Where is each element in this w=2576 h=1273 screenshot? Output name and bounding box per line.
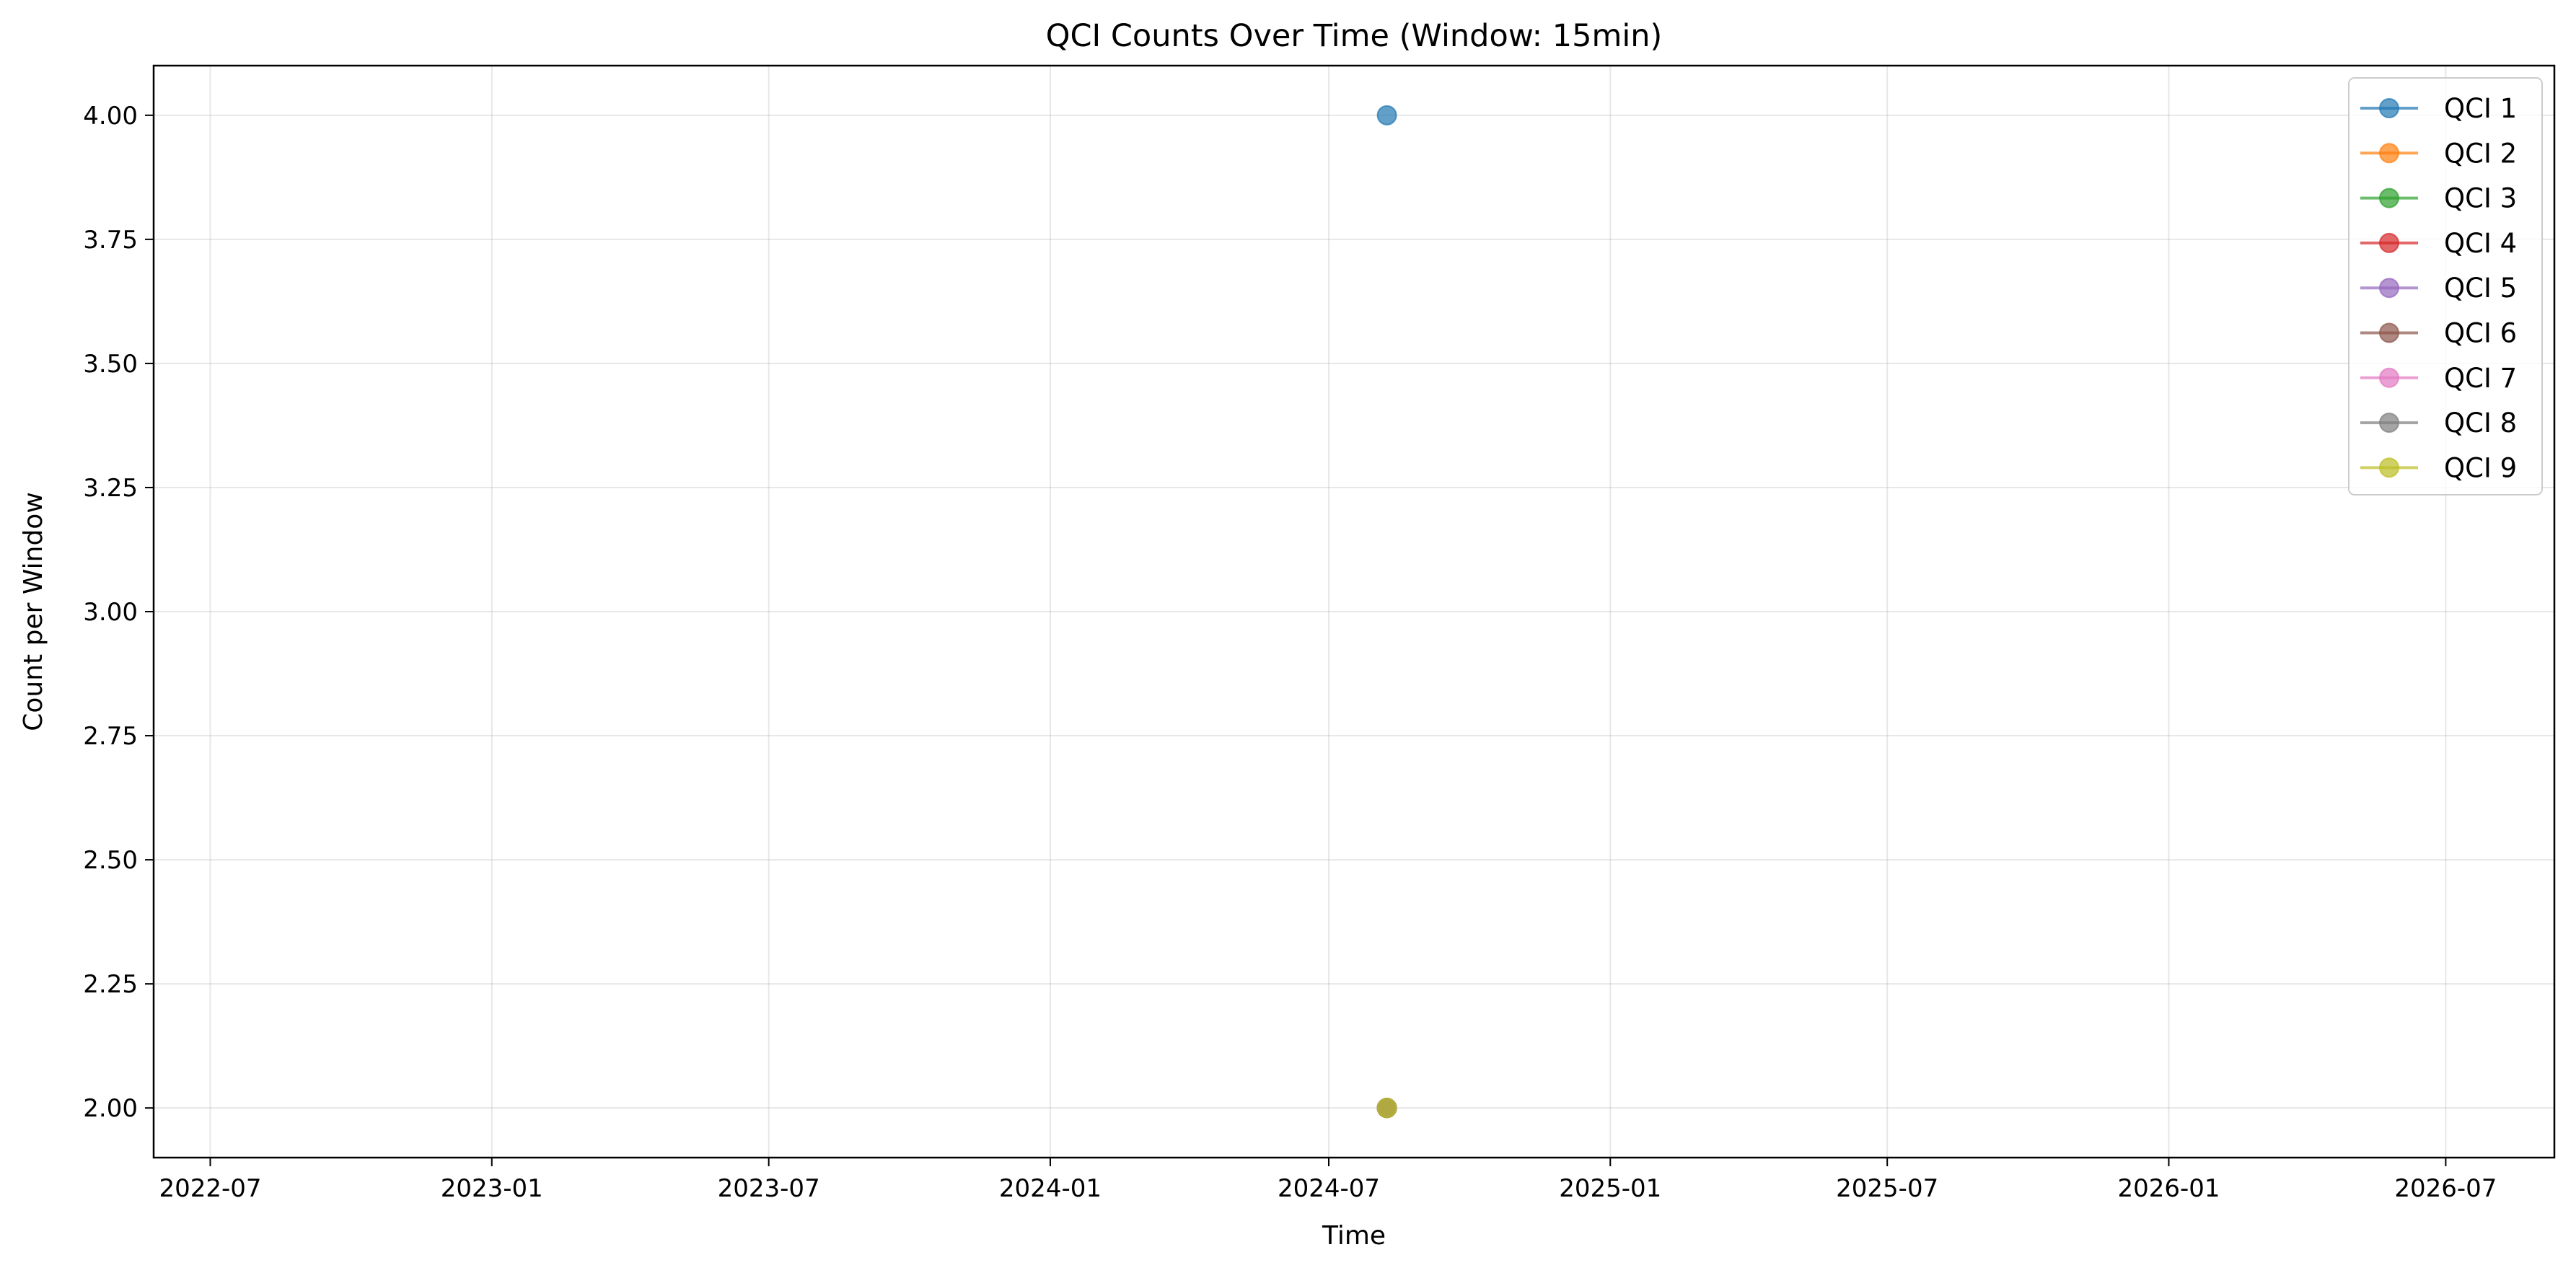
legend-marker xyxy=(2379,98,2399,118)
legend-label: QCI 4 xyxy=(2444,228,2517,259)
legend-item-qci-4[interactable]: QCI 4 xyxy=(2360,228,2517,259)
x-tick-label: 2025-07 xyxy=(1836,1174,1938,1203)
legend-label: QCI 8 xyxy=(2444,408,2517,439)
legend-marker xyxy=(2379,278,2399,299)
legend-marker xyxy=(2379,367,2399,388)
data-point[interactable] xyxy=(1376,105,1397,125)
y-tick-label: 3.00 xyxy=(83,598,138,627)
legend-label: QCI 3 xyxy=(2444,183,2517,214)
x-tick-label: 2025-01 xyxy=(1559,1174,1661,1203)
legend-item-qci-1[interactable]: QCI 1 xyxy=(2360,93,2517,124)
legend-label: QCI 6 xyxy=(2444,318,2517,349)
y-tick-label: 2.75 xyxy=(83,722,138,751)
y-tick-label: 2.00 xyxy=(83,1094,138,1123)
legend-item-qci-5[interactable]: QCI 5 xyxy=(2360,273,2517,304)
series-layer xyxy=(1376,105,1397,1119)
legend-item-qci-2[interactable]: QCI 2 xyxy=(2360,138,2517,169)
x-tick-label: 2023-07 xyxy=(718,1174,820,1203)
legend-item-qci-8[interactable]: QCI 8 xyxy=(2360,408,2517,439)
legend-label: QCI 5 xyxy=(2444,273,2517,304)
x-axis: 2022-07 2023-01 2023-07 2024-01 2024-07 2025-… xyxy=(159,1158,2497,1203)
legend-marker xyxy=(2379,188,2399,208)
x-tick-label: 2026-07 xyxy=(2394,1174,2497,1203)
legend-item-qci-6[interactable]: QCI 6 xyxy=(2360,318,2517,349)
legend-item-qci-9[interactable]: QCI 9 xyxy=(2360,452,2517,483)
y-tick-label: 3.25 xyxy=(83,474,138,503)
legend-label: QCI 1 xyxy=(2444,93,2517,124)
x-tick-label: 2024-01 xyxy=(999,1174,1102,1203)
data-point[interactable] xyxy=(1376,1098,1397,1119)
x-tick-label: 2024-07 xyxy=(1278,1174,1380,1203)
legend-item-qci-7[interactable]: QCI 7 xyxy=(2360,363,2517,394)
y-tick-label: 2.50 xyxy=(83,846,138,875)
legend-label: QCI 2 xyxy=(2444,138,2517,169)
x-tick-label: 2022-07 xyxy=(159,1174,261,1203)
legend-box xyxy=(2348,77,2543,495)
legend-label: QCI 7 xyxy=(2444,363,2517,394)
x-axis-label: Time xyxy=(1322,1221,1386,1251)
legend-item-qci-3[interactable]: QCI 3 xyxy=(2360,183,2517,214)
y-tick-label: 4.00 xyxy=(83,102,138,131)
y-axis-label: Count per Window xyxy=(19,492,48,731)
series-qci-9 xyxy=(1376,1098,1397,1119)
legend-marker xyxy=(2379,232,2399,253)
y-tick-label: 3.50 xyxy=(83,350,138,379)
legend-marker xyxy=(2379,143,2399,164)
legend-marker xyxy=(2379,322,2399,343)
chart-title: QCI Counts Over Time (Window: 15min) xyxy=(1046,18,1663,54)
legend-marker xyxy=(2379,413,2399,433)
x-tick-label: 2026-01 xyxy=(2117,1174,2220,1203)
x-tick-label: 2023-01 xyxy=(441,1174,543,1203)
series-qci-1 xyxy=(1376,105,1397,125)
legend-label: QCI 9 xyxy=(2444,452,2517,483)
legend-marker xyxy=(2379,457,2399,478)
y-axis: 2.00 2.25 2.50 2.75 3.00 3.25 3.50 3.75 4.00 xyxy=(83,102,154,1123)
y-tick-label: 3.75 xyxy=(83,226,138,255)
grid xyxy=(154,66,2554,1158)
legend: QCI 1 QCI 2 QCI 3 QCI 4 QCI 5 QCI 6 QCI 7 QCI 8… xyxy=(2348,77,2543,495)
y-tick-label: 2.25 xyxy=(83,970,138,999)
